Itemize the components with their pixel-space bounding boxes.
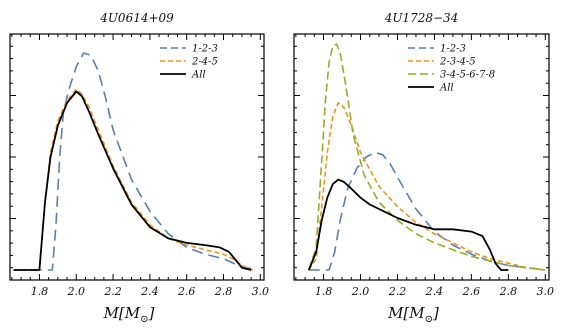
legend-label: All [439,83,454,94]
legend-label: 2-3-4-5 [439,57,476,68]
series-line-1-2-3 [308,151,546,271]
x-axis-label: M[M⊙] [387,304,439,325]
x-tick-label: 2.6 [462,285,481,298]
x-axis-label-close: ] [432,304,439,322]
x-tick-label: 2.0 [67,285,86,298]
x-tick-label: 2.2 [103,285,122,298]
series-line-2-4-5 [13,88,254,271]
chart-title: 4U0614+09 [99,11,174,25]
series-line-2-3-4-5 [308,102,546,271]
legend-label: 1-2-3 [192,44,218,55]
x-axis-label-main: M[M [103,304,141,322]
chart-title: 4U1728−34 [384,11,459,25]
chart-panel-1: 4U0614+09 1.8 2.0 2.2 2.4 2.6 2.8 3.0 M[M⊙] 1-2-3… [9,11,270,325]
x-tick-label: 2.4 [425,285,444,298]
x-tick-label: 2.2 [388,285,407,298]
x-tick-label: 3.0 [252,285,270,298]
x-tick-label: 2.0 [351,285,370,298]
series-line-All [307,178,509,271]
legend-label: 1-2-3 [440,44,466,55]
x-axis-label-main: M[M [387,304,425,322]
x-tick-label: 2.8 [499,285,518,298]
series-line-3-4-5-6-7-8 [308,43,546,271]
legend-label: 3-4-5-6-7-8 [440,70,495,81]
series-line-All [13,90,252,271]
x-tick-label: 1.8 [31,285,49,298]
x-tick-label: 1.8 [315,285,333,298]
x-axis-label-close: ] [148,304,155,322]
plot-frame [293,33,550,281]
x-axis-label: M[M⊙] [103,304,155,325]
x-axis-label-sub: ⊙ [140,314,148,325]
x-tick-label: 2.4 [140,285,159,298]
plot-frame [9,33,265,281]
x-axis-label-sub: ⊙ [425,314,433,325]
series-line-1-2-3 [13,52,257,271]
x-tick-label: 3.0 [537,285,555,298]
legend-label: All [191,70,206,81]
x-tick-label: 2.8 [214,285,233,298]
chart-panel-2: 4U1728−34 1.8 2.0 2.2 2.4 2.6 2.8 3.0 M[M⊙] 1-2-3… [293,11,555,325]
legend-label: 2-4-5 [191,57,218,68]
x-tick-label: 2.6 [177,285,196,298]
